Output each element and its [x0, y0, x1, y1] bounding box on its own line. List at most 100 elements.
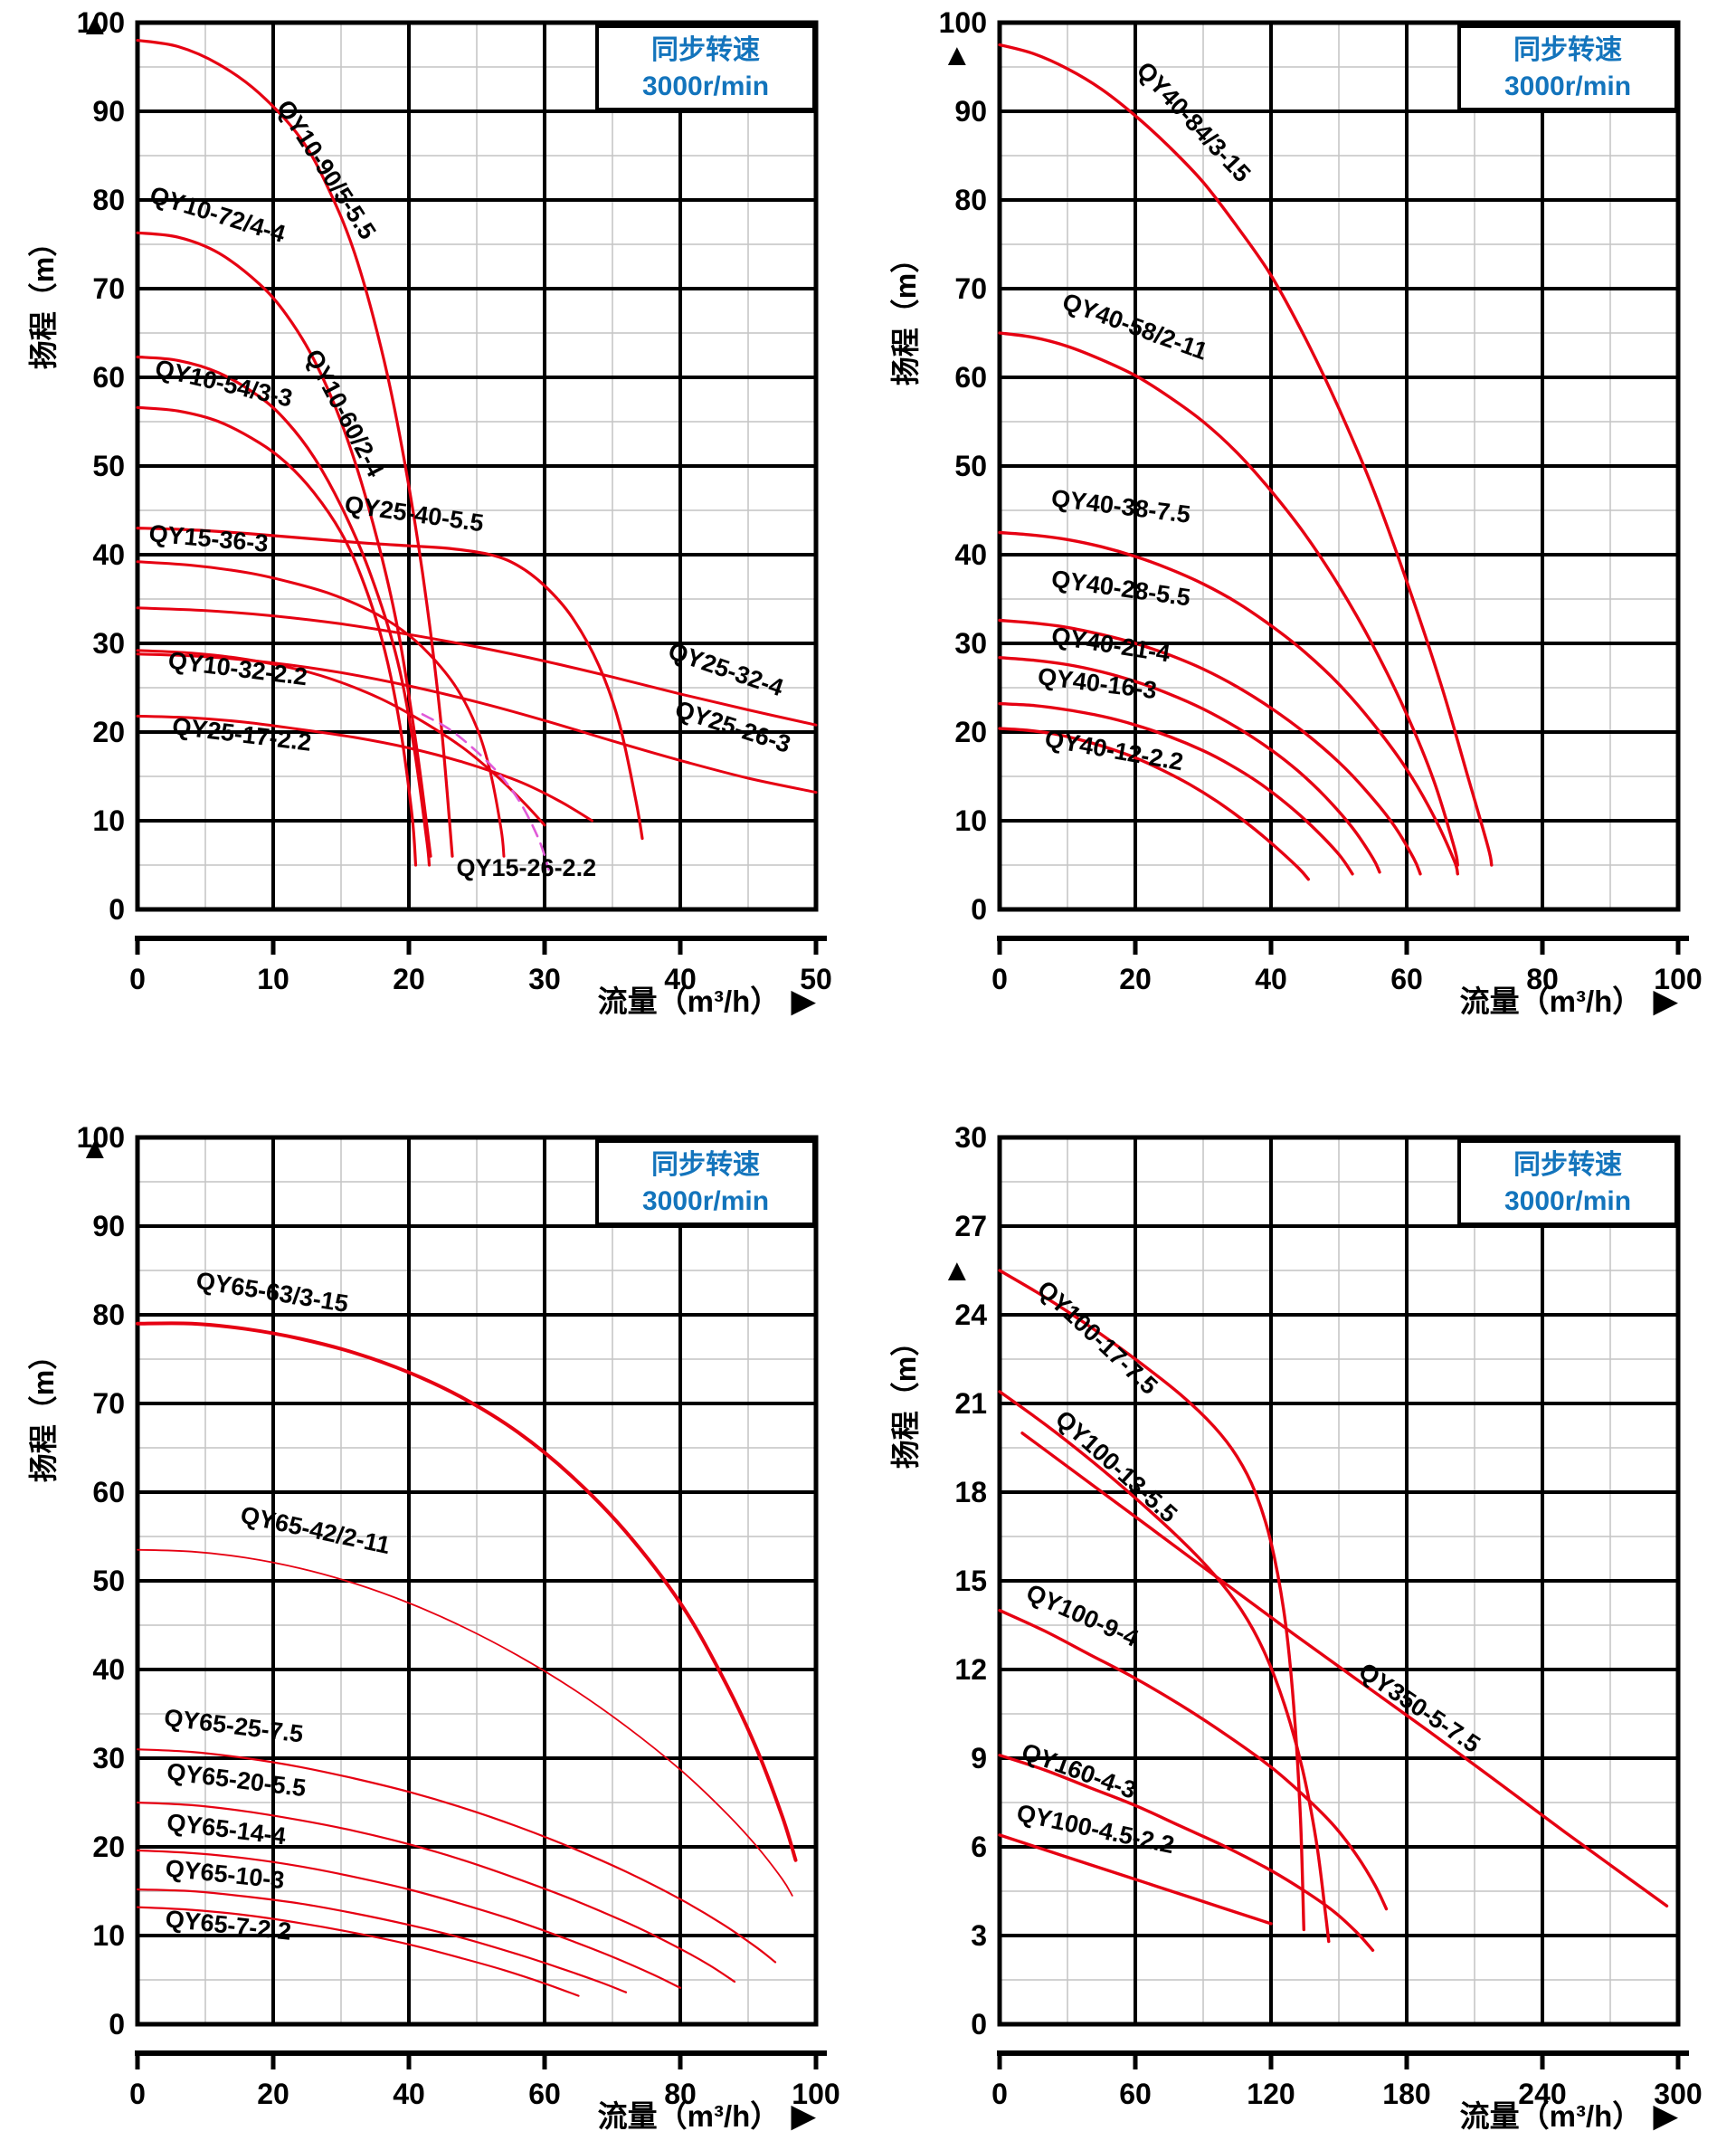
curve-QY25-17-2.2	[136, 714, 593, 823]
x-tick-label: 0	[129, 963, 146, 995]
x-axis-right-arrow-icon: ▶	[791, 2097, 816, 2134]
y-tick-label: 90	[92, 1210, 125, 1242]
curve-QY100-9-4	[998, 1609, 1389, 1911]
x-axis-right-arrow-icon: ▶	[1653, 2097, 1678, 2134]
x-tick-label: 20	[257, 2078, 289, 2110]
y-tick-label: 70	[92, 1387, 125, 1420]
y-tick-label: 10	[954, 804, 987, 837]
x-tick-label: 30	[528, 963, 561, 995]
y-axis-up-arrow-icon: ▲	[942, 1253, 972, 1288]
x-axis-title: 流量（m³/h） ▶	[1289, 977, 1678, 1021]
x-tick-label: 0	[129, 2078, 146, 2110]
y-tick-label: 30	[92, 627, 125, 660]
x-tick-label: 40	[393, 2078, 425, 2110]
y-tick-label: 0	[109, 2008, 125, 2041]
y-axis-up-arrow-icon: ▲	[80, 7, 110, 42]
x-axis-title-text: 流量（m³/h）	[1459, 2099, 1643, 2133]
curve-label-QY65-25-7.5: QY65-25-7.5	[163, 1704, 305, 1748]
y-tick-label: 60	[92, 361, 125, 394]
curve-label-QY10-72/4-4: QY10-72/4-4	[147, 181, 289, 248]
x-axis-title-text: 流量（m³/h）	[597, 2099, 781, 2133]
y-tick-label: 90	[92, 95, 125, 128]
curve-label-QY40-28-5.5: QY40-28-5.5	[1049, 566, 1191, 612]
curve-label-QY350-5-7.5: QY350-5-7.5	[1354, 1658, 1485, 1758]
x-axis-right-arrow-icon: ▶	[1653, 982, 1678, 1019]
chart-1-plot-canvas: QY10-90/5-5.5QY10-72/4-4QY10-60/2-4QY10-…	[77, 6, 832, 995]
y-tick-label: 30	[954, 1121, 987, 1154]
y-tick-label: 18	[954, 1476, 987, 1508]
y-tick-label: 6	[971, 1831, 987, 1863]
x-axis-title: 流量（m³/h） ▶	[427, 977, 816, 1021]
legend-speed-value: 3000r/min	[641, 71, 770, 101]
curve-label-QY15-26-2.2: QY15-26-2.2	[457, 854, 597, 881]
curve-QY40-16-3	[998, 701, 1354, 876]
curve-QY350-5-7.5	[1020, 1432, 1669, 1907]
curve-QY10-54/3-3	[136, 405, 418, 867]
curve-QY65-63/3-15	[136, 1321, 798, 1862]
y-tick-label: 40	[92, 538, 125, 571]
x-tick-label: 60	[528, 2078, 561, 2110]
curve-QY100-4.5-2.2	[998, 1833, 1273, 1926]
y-tick-label: 50	[954, 450, 987, 482]
curve-label-QY40-16-3: QY40-16-3	[1037, 662, 1159, 704]
chart-3-plot-canvas: QY65-63/3-15QY65-42/2-11QY65-25-7.5QY65-…	[77, 1121, 840, 2110]
x-axis-title: 流量（m³/h） ▶	[427, 2092, 816, 2136]
x-tick-label: 100	[792, 2078, 840, 2110]
curve-label-QY25-32-4: QY25-32-4	[665, 637, 787, 701]
y-tick-label: 80	[92, 1299, 125, 1331]
curve-QY65-14-4	[136, 1849, 682, 1989]
y-tick-label: 12	[954, 1653, 987, 1686]
curve-QY25-40-5.5	[136, 527, 644, 841]
legend-speed-label: 同步转速	[1513, 35, 1622, 65]
curve-QY10-32-2.2	[136, 649, 546, 827]
x-axis-right-arrow-icon: ▶	[791, 982, 816, 1019]
y-axis-title: 扬程（m）	[27, 1340, 60, 1483]
y-tick-label: 24	[954, 1299, 987, 1331]
y-tick-label: 100	[77, 1121, 125, 1154]
y-tick-label: 40	[954, 538, 987, 571]
curve-QY25-26-3	[136, 652, 818, 794]
y-tick-label: 21	[954, 1387, 987, 1420]
x-tick-label: 20	[1119, 963, 1152, 995]
curve-label-QY160-4-3: QY160-4-3	[1018, 1737, 1139, 1803]
curve-QY25-32-4	[136, 606, 818, 727]
x-tick-label: 100	[1654, 963, 1702, 995]
y-tick-label: 9	[971, 1742, 987, 1774]
x-tick-label: 20	[393, 963, 425, 995]
y-axis-up-arrow-icon: ▲	[942, 38, 972, 72]
x-tick-label: 240	[1518, 2078, 1566, 2110]
y-tick-label: 30	[954, 627, 987, 660]
legend-speed-value: 3000r/min	[1504, 1186, 1632, 1216]
y-tick-label: 90	[954, 95, 987, 128]
synchronous-speed-legend: 同步转速 3000r/min	[595, 24, 816, 111]
y-tick-label: 70	[92, 272, 125, 305]
y-axis-title: 扬程（m）	[889, 1327, 922, 1470]
legend-speed-label: 同步转速	[651, 1150, 760, 1180]
plot-border	[997, 1135, 1681, 2027]
y-tick-label: 15	[954, 1565, 987, 1597]
y-axis-up-arrow-icon: ▲	[80, 1131, 110, 1165]
curve-QY65-42/2-11	[137, 1548, 793, 1897]
y-tick-label: 20	[92, 1831, 125, 1863]
curve-label-QY100-13-5.5: QY100-13-5.5	[1050, 1405, 1182, 1528]
x-tick-label: 0	[991, 963, 1008, 995]
curve-label-QY25-40-5.5: QY25-40-5.5	[343, 490, 485, 537]
x-tick-label: 300	[1654, 2078, 1702, 2110]
plot-border	[135, 20, 819, 912]
curve-QY65-20-5.5	[136, 1801, 736, 1984]
y-tick-label: 10	[92, 1919, 125, 1952]
curve-QY160-4-3	[998, 1754, 1375, 1952]
legend-speed-label: 同步转速	[651, 35, 760, 65]
curve-QY65-10-3	[136, 1888, 628, 1993]
curve-QY10-72/4-4	[136, 231, 432, 858]
curve-label-QY25-17-2.2: QY25-17-2.2	[171, 712, 313, 756]
y-tick-label: 50	[92, 1565, 125, 1597]
x-tick-label: 120	[1247, 2078, 1295, 2110]
x-axis-title: 流量（m³/h） ▶	[1289, 2092, 1678, 2136]
x-tick-label: 10	[257, 963, 289, 995]
curve-label-QY40-84/3-15: QY40-84/3-15	[1132, 57, 1257, 188]
synchronous-speed-legend: 同步转速 3000r/min	[1457, 24, 1678, 111]
y-tick-label: 100	[77, 6, 125, 39]
x-tick-label: 180	[1382, 2078, 1430, 2110]
